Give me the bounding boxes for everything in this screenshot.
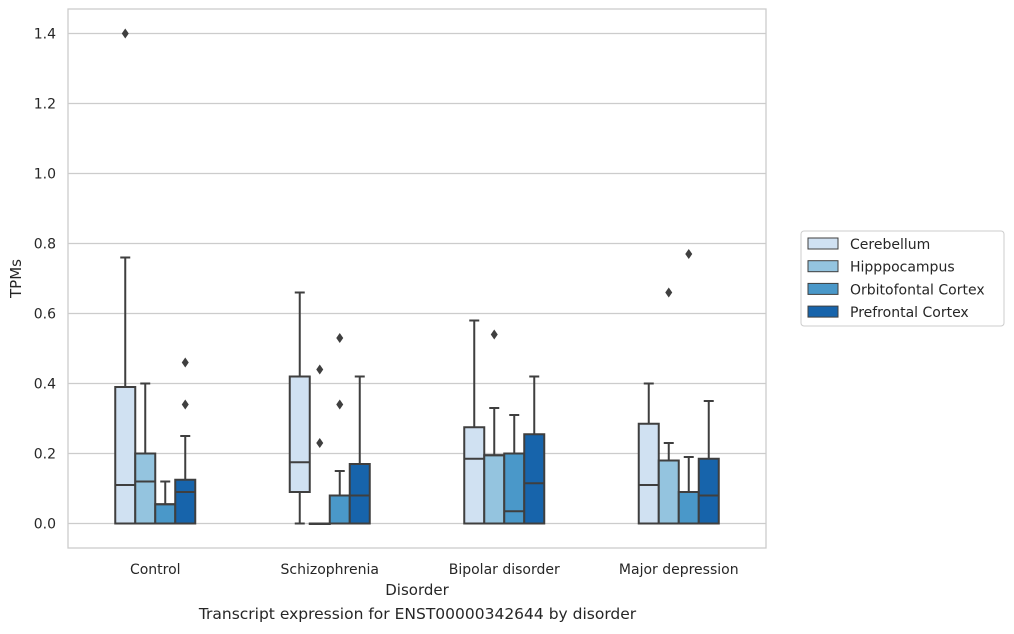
outlier-point [336, 333, 344, 343]
box-prefrontal-cortex [523, 375, 546, 525]
box-body [174, 478, 197, 525]
y-tick-label: 0.4 [34, 377, 56, 393]
y-tick-label: 0.2 [34, 447, 56, 463]
box-body [463, 426, 486, 525]
box-body [503, 452, 526, 525]
box-orbitofontal-cortex [677, 249, 700, 525]
box-prefrontal-cortex [697, 400, 720, 525]
legend: Cerebellum Hipppocampus Orbitofontal Corte… [800, 230, 1005, 327]
box-prefrontal-cortex [174, 357, 197, 525]
legend-label: Hipppocampus [850, 260, 955, 276]
legend-label: Orbitofontal Cortex [850, 282, 985, 298]
box-body [288, 375, 311, 493]
box-body [348, 463, 371, 525]
legend-label: Cerebellum [850, 237, 930, 253]
box-hipppocampus [657, 287, 680, 525]
box-cerebellum [288, 291, 311, 525]
box-orbitofontal-cortex [154, 480, 177, 525]
y-tick-label: 0.8 [34, 237, 56, 253]
boxes-layer [114, 28, 720, 525]
outlier-point [181, 399, 189, 410]
box-body [114, 386, 137, 525]
outlier-point [121, 28, 129, 39]
box-body [697, 457, 720, 525]
y-tick-label: 1.0 [34, 167, 56, 183]
y-tick-label: 0.0 [34, 517, 56, 533]
chart-caption: Transcript expression for ENST0000034264… [198, 605, 637, 623]
box-body [328, 494, 351, 525]
y-tick-label: 1.2 [34, 97, 56, 113]
outlier-point [685, 249, 693, 259]
box-body [483, 454, 506, 525]
x-axis-label: Disorder [385, 581, 449, 599]
x-tick-label: Schizophrenia [281, 562, 379, 578]
box-orbitofontal-cortex [503, 414, 526, 525]
legend-swatch [807, 305, 839, 318]
y-tick-label: 1.4 [34, 27, 56, 43]
legend-frame [800, 230, 1005, 327]
y-tick-label: 0.6 [34, 307, 56, 323]
outlier-point [665, 287, 673, 298]
box-body [523, 433, 546, 525]
box-body [154, 503, 177, 525]
box-body [657, 459, 680, 525]
legend-swatch [807, 282, 839, 295]
y-axis-label: TPMs [7, 259, 25, 299]
outlier-point [316, 364, 324, 375]
box-body [134, 452, 157, 525]
grid-lines [68, 32, 766, 525]
box-cerebellum [463, 319, 486, 525]
y-tick-labels: 0.0 0.2 0.4 0.6 0.8 1.0 1.2 1.4 [34, 27, 56, 533]
outlier-point [490, 329, 498, 340]
outlier-point [316, 438, 324, 448]
plot-frame [67, 8, 767, 549]
box-body [637, 422, 660, 525]
box-prefrontal-cortex [348, 375, 371, 525]
box-hipppocampus [134, 382, 157, 525]
legend-label: Prefrontal Cortex [850, 305, 969, 321]
box-hipppocampus [308, 364, 331, 525]
legend-swatch [807, 260, 839, 273]
legend-swatch [807, 237, 839, 250]
x-tick-label: Major depression [619, 562, 739, 578]
x-tick-label: Bipolar disorder [449, 562, 560, 578]
x-tick-labels: Control Schizophrenia Bipolar disorder Majo… [130, 562, 739, 578]
box-cerebellum [114, 28, 137, 525]
box-body [677, 491, 700, 525]
box-hipppocampus [483, 329, 506, 525]
box-orbitofontal-cortex [328, 333, 351, 525]
box-cerebellum [637, 382, 660, 525]
outlier-point [336, 399, 344, 410]
x-tick-label: Control [130, 562, 181, 578]
outlier-point [181, 357, 189, 368]
